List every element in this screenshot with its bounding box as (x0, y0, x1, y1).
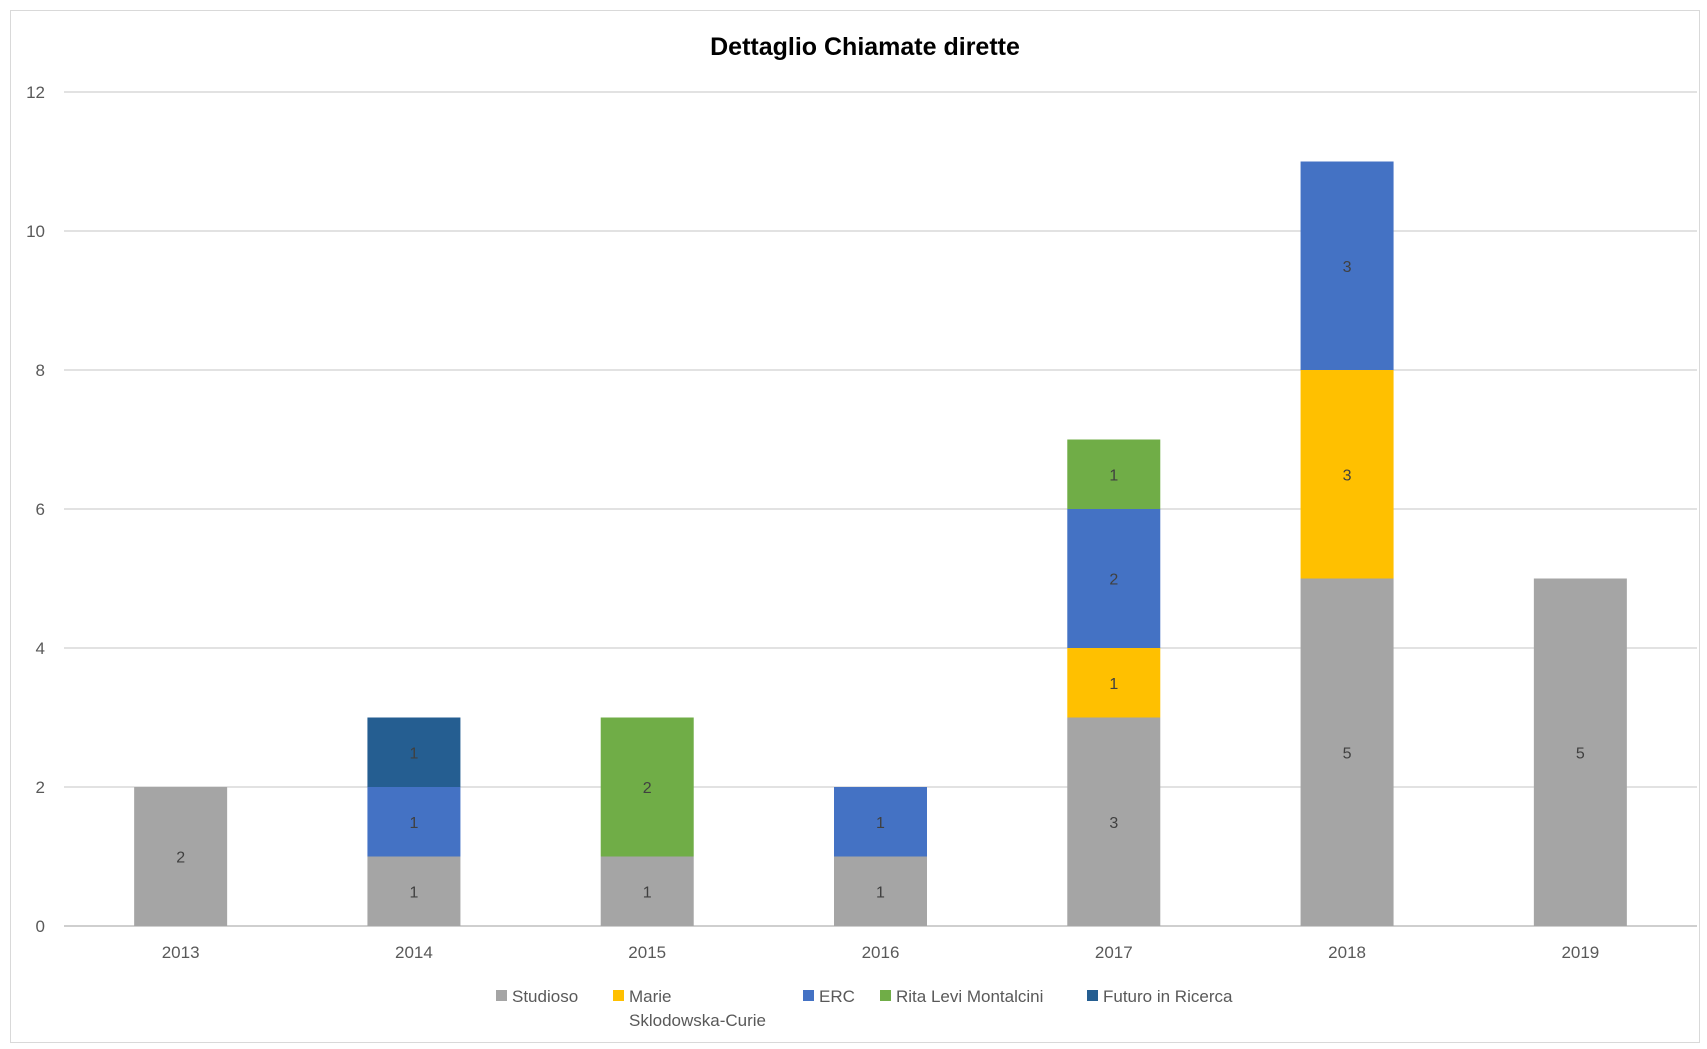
x-tick-label-2017: 2017 (1095, 943, 1133, 962)
bar-2014-erc (367, 787, 461, 857)
bar-2014-studioso (367, 856, 461, 926)
data-label-2018-erc: 3 (1343, 259, 1352, 276)
data-label-2014-studioso: 1 (409, 884, 418, 901)
data-label-2018-marie-sklodowska-curie: 3 (1343, 467, 1352, 484)
bar-2013-studioso (134, 787, 228, 926)
x-axis-ticks: 2013 2014 2015 2016 2017 2018 2019 (162, 943, 1600, 962)
legend-label-studioso: Studioso (512, 987, 578, 1006)
legend-label-marie-sklodowska-curie: Marie Sklodowska-Curie (629, 987, 766, 1030)
bar-2018-studioso (1300, 578, 1394, 926)
bar-2015-rita-levi-montalcini (600, 717, 694, 857)
legend-swatch-marie-sklodowska-curie (613, 990, 624, 1001)
data-label-2017-marie-sklodowska-curie: 1 (1109, 676, 1118, 693)
bar-2017-marie-sklodowska-curie (1067, 648, 1161, 718)
gridlines (64, 91, 1697, 927)
x-tick-label-2015: 2015 (628, 943, 666, 962)
x-tick-label-2016: 2016 (862, 943, 900, 962)
bar-2018-marie-sklodowska-curie (1300, 370, 1394, 579)
data-label-2015-studioso: 1 (643, 884, 652, 901)
data-label-2016-erc: 1 (876, 815, 885, 832)
y-tick-label: 0 (36, 917, 45, 936)
data-label-2014-futuro-in-ricerca: 1 (409, 745, 418, 762)
y-tick-label: 10 (26, 222, 45, 241)
y-axis-ticks: 0 2 4 6 8 10 12 (26, 83, 45, 936)
legend-label-futuro-in-ricerca: Futuro in Ricerca (1103, 987, 1233, 1006)
legend-label-erc: ERC (819, 987, 855, 1006)
x-tick-label-2018: 2018 (1328, 943, 1366, 962)
bars (134, 161, 1627, 926)
bar-2017-erc (1067, 509, 1161, 648)
legend-swatch-studioso (496, 990, 507, 1001)
legend-swatch-rita-levi-montalcini (880, 990, 891, 1001)
data-label-2013-studioso: 2 (176, 850, 185, 867)
bar-2017-studioso (1067, 717, 1161, 926)
y-tick-label: 6 (36, 500, 45, 519)
y-tick-label: 2 (36, 778, 45, 797)
legend-label-rita-levi-montalcini: Rita Levi Montalcini (896, 987, 1043, 1006)
bar-2017-rita-levi-montalcini (1067, 439, 1161, 509)
data-label-2017-studioso: 3 (1109, 815, 1118, 832)
chart-title: Dettaglio Chiamate dirette (710, 33, 1020, 61)
bar-2016-erc (834, 787, 927, 857)
data-label-2017-erc: 2 (1109, 572, 1118, 589)
data-label-2015-rita-levi-montalcini: 2 (643, 780, 652, 797)
legend-swatch-futuro-in-ricerca (1087, 990, 1098, 1001)
bar-2018-erc (1300, 161, 1394, 370)
y-tick-label: 4 (36, 639, 45, 658)
data-label-2017-rita-levi-montalcini: 1 (1109, 467, 1118, 484)
data-label-2016-studioso: 1 (876, 884, 885, 901)
bar-2014-futuro-in-ricerca (367, 717, 461, 787)
data-labels: 2 1 1 1 1 2 1 1 3 1 2 1 5 3 3 5 (176, 259, 1585, 902)
legend-swatch-erc (803, 990, 814, 1001)
bar-2016-studioso (834, 856, 927, 926)
x-tick-label-2014: 2014 (395, 943, 433, 962)
data-label-2018-studioso: 5 (1343, 745, 1352, 762)
data-label-2014-erc: 1 (409, 815, 418, 832)
data-label-2019-studioso: 5 (1576, 745, 1585, 762)
y-tick-label: 12 (26, 83, 45, 102)
x-tick-label-2013: 2013 (162, 943, 200, 962)
y-tick-label: 8 (36, 361, 45, 380)
legend: Studioso Marie Sklodowska-Curie ERC Rita Lev… (496, 987, 1233, 1030)
x-tick-label-2019: 2019 (1561, 943, 1599, 962)
bar-2019-studioso (1533, 578, 1627, 926)
bar-2015-studioso (600, 856, 694, 926)
